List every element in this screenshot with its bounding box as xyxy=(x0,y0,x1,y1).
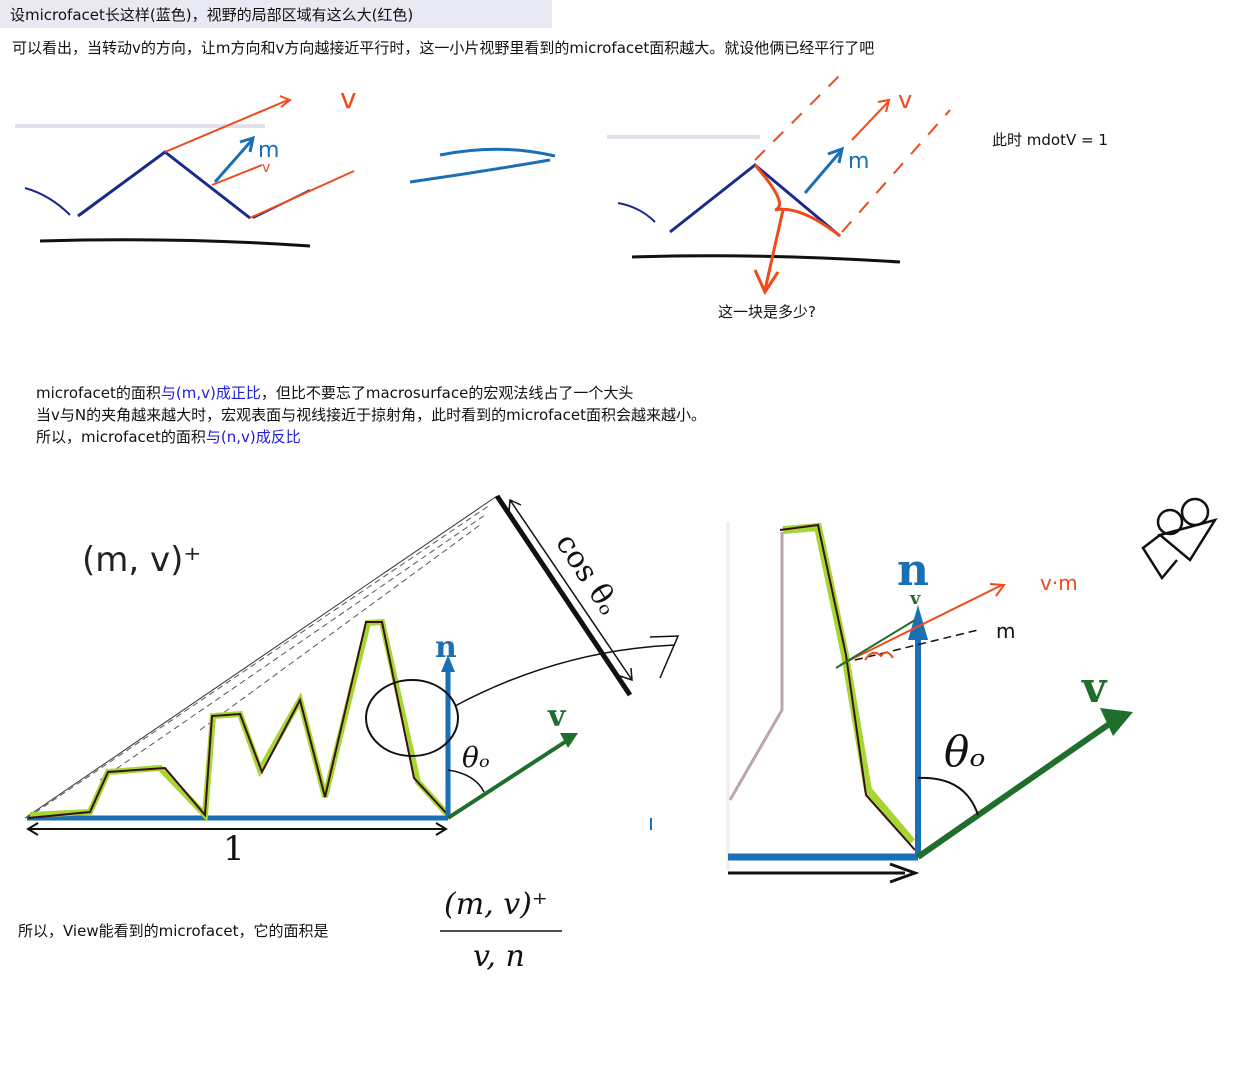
label-vm: v·m xyxy=(1040,571,1078,595)
right-figure: n v v·m m v θₒ xyxy=(650,497,1218,884)
label-theta-right: θₒ xyxy=(944,727,985,776)
left-figure: (m, v)⁺ n v θₒ 1 cos θₒ xyxy=(24,494,680,869)
vm-arrow xyxy=(839,584,1003,666)
microsurface-profile-right xyxy=(779,523,916,851)
mdotv-note: 此时 mdotV = 1 xyxy=(992,131,1108,149)
microfacet-curve-right xyxy=(617,202,656,223)
cos-theta-segment xyxy=(494,494,633,697)
zoom-pointer xyxy=(454,644,676,707)
transition-arrow xyxy=(409,158,551,184)
label-theta-left: θₒ xyxy=(462,741,490,774)
visible-region-outline xyxy=(753,164,841,238)
v-arrow-right xyxy=(851,101,889,141)
label-n-right: n xyxy=(897,545,929,596)
label-m-right: m xyxy=(996,619,1015,643)
pointer-arrow xyxy=(763,209,785,291)
projection-line xyxy=(24,495,498,819)
label-mv-plus: (m, v)⁺ xyxy=(82,540,201,580)
explanation-line-2: 当v与N的夹角越来越大时，宏观表面与视线接近于掠射角，此时看到的microfac… xyxy=(36,406,706,424)
explanation-line-1: microfacet的面积与(m,v)成正比，但比不要忘了macrosurfac… xyxy=(36,384,634,402)
microsurface-faded xyxy=(728,532,784,801)
fraction-denominator: v, n xyxy=(473,939,525,974)
label-v-small-right: v xyxy=(909,588,921,609)
top-sketches: m v v v m xyxy=(15,69,951,296)
highlight-proportional: 与(m,v)成正比 xyxy=(160,384,261,402)
label-one: 1 xyxy=(223,829,245,869)
label-v-small: v xyxy=(262,160,270,176)
macrosurface-line-right xyxy=(631,254,901,264)
label-m-left: m xyxy=(258,138,279,163)
macrosurface-line xyxy=(39,238,311,248)
conclusion-text: 所以，View能看到的microfacet，它的面积是 xyxy=(18,922,329,940)
label-v-left: v xyxy=(547,699,567,734)
label-m-right: m xyxy=(848,149,869,174)
view-ray-bottom xyxy=(249,170,355,219)
microsurface-profile xyxy=(27,621,449,819)
label-n-left: n xyxy=(435,630,457,665)
view-band-left xyxy=(754,69,846,161)
v-vector xyxy=(446,738,570,820)
v-small-arrow xyxy=(211,164,263,186)
theta-arc-right xyxy=(917,776,979,816)
label-v-left: v xyxy=(340,82,357,115)
fraction-numerator: (m, v)⁺ xyxy=(444,887,548,922)
v-small-arrow-right xyxy=(835,619,916,669)
label-v-right: v xyxy=(1081,663,1108,712)
theta-arc xyxy=(447,769,485,793)
microfacet-curve xyxy=(24,187,71,216)
m-arrow-right xyxy=(803,151,842,194)
question-note: 这一块是多少? xyxy=(718,303,816,321)
explanation-line-3: 所以，microfacet的面积与(n,v)成反比 xyxy=(36,428,301,446)
m-arrow-dashed xyxy=(854,629,979,661)
v-vector-right xyxy=(916,717,1117,860)
header-line-2: 可以看出，当转动v的方向，让m方向和v方向越接近平行时，这一小片视野里看到的mi… xyxy=(12,39,875,57)
view-ray-top xyxy=(164,99,289,153)
camera-icon xyxy=(1141,497,1218,581)
m-arrow xyxy=(213,139,254,183)
microsurface-lime-right xyxy=(782,522,916,845)
microsurface-lime xyxy=(29,618,451,822)
label-v-right: v xyxy=(898,86,912,114)
header-line-1: 设microfacet长这样(蓝色)，视野的局部区域有这么大(红色) xyxy=(10,6,414,24)
zoom-circle xyxy=(365,679,459,757)
highlight-inverse: 与(n,v)成反比 xyxy=(205,428,301,446)
view-band-right xyxy=(841,109,951,233)
header-bar: 设microfacet长这样(蓝色)，视野的局部区域有这么大(红色) xyxy=(0,0,552,28)
